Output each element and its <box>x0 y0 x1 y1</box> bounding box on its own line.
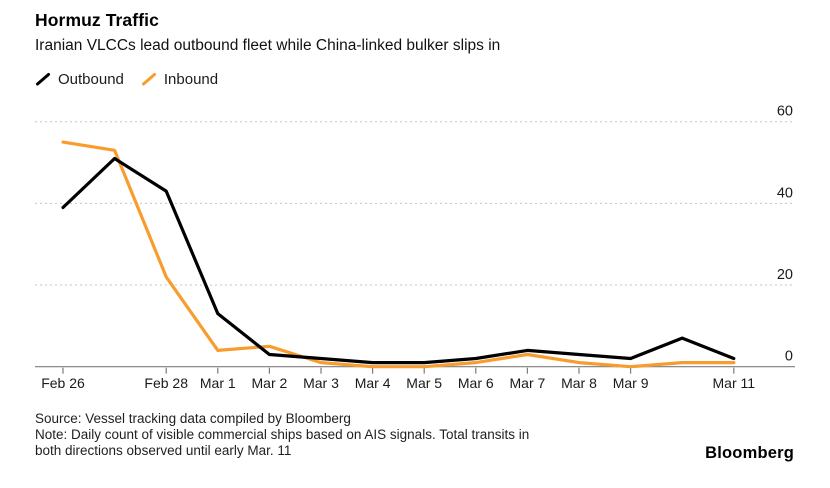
outbound-series-line <box>61 156 736 365</box>
bloomberg-logo: Bloomberg <box>705 444 794 462</box>
note-line-2: both directions observed until early Mar… <box>35 443 292 458</box>
x-axis-label-Mar 9: Mar 9 <box>613 375 649 391</box>
x-axis-label-Mar 1: Mar 1 <box>200 375 236 391</box>
x-axis-label-Mar 6: Mar 6 <box>458 375 494 391</box>
x-axis-label-Mar 3: Mar 3 <box>303 375 339 391</box>
legend-label-inbound: Inbound <box>163 71 219 88</box>
footer-notes: Source: Vessel tracking data compiled by… <box>35 411 529 459</box>
y-axis-label-60: 60 <box>777 104 793 120</box>
x-axis-label-Feb 28: Feb 28 <box>144 375 188 391</box>
note-line-1: Note: Daily count of visible commercial … <box>35 427 530 442</box>
legend-label-outbound: Outbound <box>58 71 124 88</box>
x-axis-label-Mar 11: Mar 11 <box>713 375 756 391</box>
inbound-line-icon <box>141 73 156 86</box>
x-axis-label-Mar 7: Mar 7 <box>510 375 546 391</box>
outbound-line-icon <box>36 73 50 86</box>
source-line: Source: Vessel tracking data compiled by… <box>35 411 351 426</box>
legend-item-inbound: Inbound <box>141 71 218 88</box>
x-axis-label-Mar 5: Mar 5 <box>406 375 442 391</box>
inbound-series-line <box>61 140 736 369</box>
y-axis-label-20: 20 <box>777 267 793 283</box>
x-axis-label-Mar 2: Mar 2 <box>252 375 288 391</box>
x-axis-label-Feb 26: Feb 26 <box>41 375 85 391</box>
y-axis-label-40: 40 <box>777 185 793 201</box>
legend: Outbound Inbound <box>35 71 218 88</box>
page-title: Hormuz Traffic <box>35 10 159 30</box>
legend-item-outbound: Outbound <box>35 71 124 88</box>
y-axis-label-0: 0 <box>785 349 793 365</box>
x-axis-label-Mar 4: Mar 4 <box>355 375 391 391</box>
chart-header: Hormuz Traffic Iranian VLCCs lead outbou… <box>35 10 500 55</box>
chart-subtitle: Iranian VLCCs lead outbound fleet while … <box>35 37 501 54</box>
x-axis-label-Mar 8: Mar 8 <box>561 375 597 391</box>
